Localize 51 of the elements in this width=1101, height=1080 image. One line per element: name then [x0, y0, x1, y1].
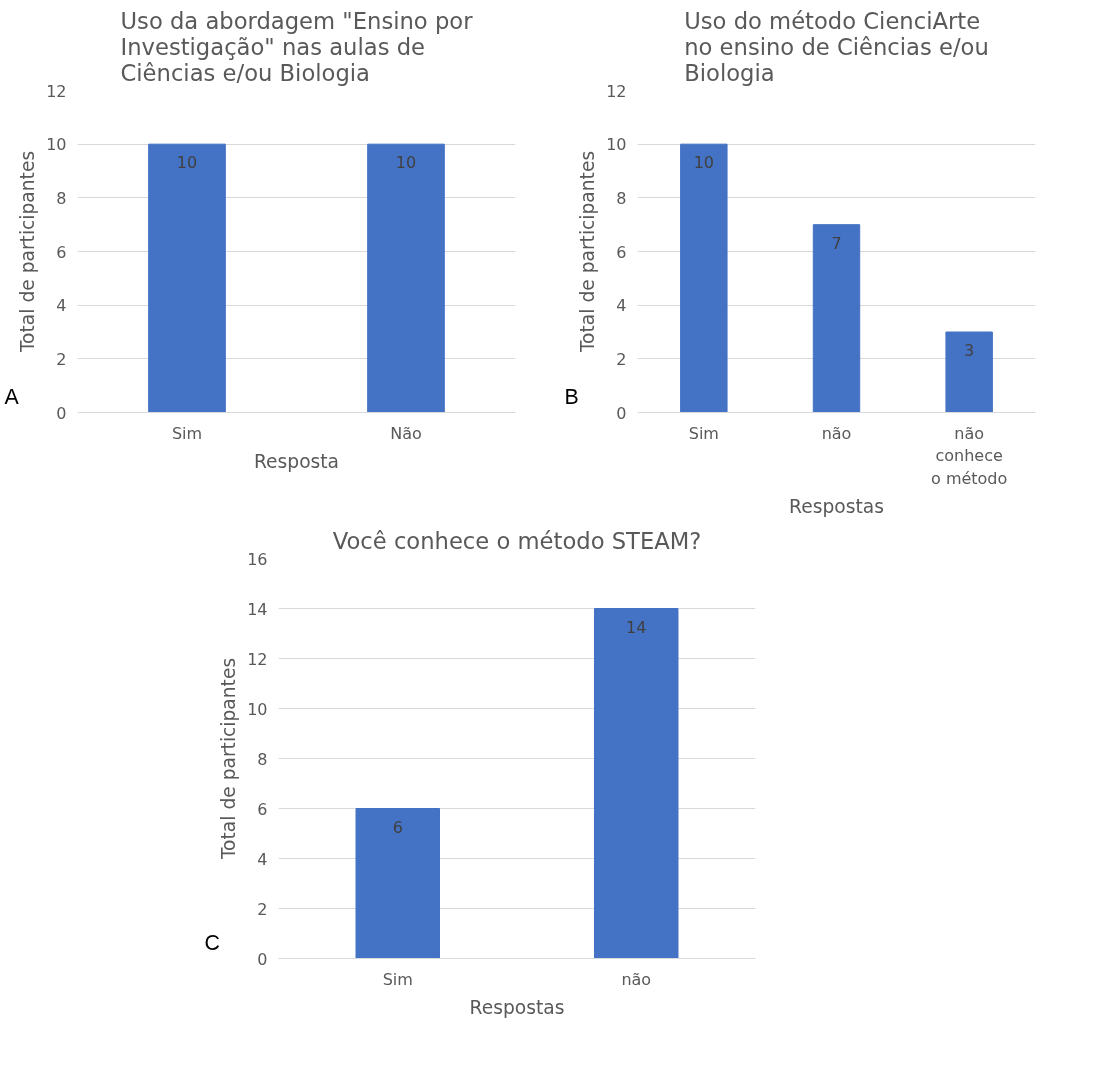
y-tick-label: 8 — [56, 188, 67, 208]
y-tick-label: 8 — [257, 749, 268, 769]
y-tick-label: 12 — [247, 649, 268, 669]
y-tick-label: 10 — [247, 699, 268, 719]
bar — [945, 331, 993, 413]
y-tick-label: 2 — [257, 899, 268, 919]
y-tick-label: 16 — [247, 549, 268, 569]
y-tick-label: 12 — [606, 81, 627, 101]
data-label: 3 — [964, 341, 975, 360]
y-tick-label: 4 — [257, 849, 268, 869]
y-tick-label: 14 — [247, 599, 268, 619]
data-label: 10 — [693, 153, 715, 173]
x-axis-title: Resposta — [253, 450, 340, 472]
x-tick-label: não conhece o método — [931, 423, 1008, 489]
x-tick-label: Não — [390, 423, 422, 443]
y-tick-label: 0 — [257, 949, 268, 969]
text: B — [564, 384, 579, 409]
y-tick-label: 12 — [46, 81, 67, 101]
y-tick-label: 2 — [616, 349, 627, 369]
y-axis-title: Total de participantes — [577, 150, 599, 354]
text: C — [204, 930, 220, 955]
y-tick-label: 8 — [616, 188, 627, 208]
y-tick-label: 6 — [257, 799, 268, 819]
y-tick-label: 6 — [56, 242, 67, 262]
y-tick-label: 0 — [56, 403, 67, 423]
y-tick-label: 4 — [56, 296, 67, 316]
y-tick-label: 10 — [606, 135, 627, 155]
y-tick-label: 0 — [616, 403, 627, 423]
x-tick-label: Sim — [382, 969, 413, 989]
bar — [680, 143, 728, 413]
y-tick-label: 6 — [616, 242, 627, 262]
x-axis-title: Respostas — [469, 996, 565, 1018]
bar — [812, 224, 861, 413]
data-label: 6 — [392, 817, 403, 837]
x-axis-title: Respostas — [789, 496, 884, 518]
x-tick-label: Sim — [171, 423, 203, 443]
x-tick-label: não — [821, 423, 852, 443]
y-tick-label: 4 — [616, 296, 627, 316]
x-tick-label: não — [621, 969, 652, 989]
data-label: 10 — [395, 153, 417, 173]
chart-title: Você conhece o método STEAM? — [332, 527, 702, 554]
x-tick-label: Sim — [688, 423, 719, 443]
data-label: 10 — [176, 153, 198, 173]
y-tick-label: 2 — [56, 349, 67, 369]
chart-title: Uso do método CienciArte no ensino de Ciências e/ou Biologia — [684, 7, 989, 86]
text: A — [4, 384, 20, 409]
y-tick-label: 10 — [46, 135, 67, 155]
data-label: 7 — [831, 233, 842, 253]
y-axis-title: Total de participantes — [17, 150, 39, 354]
y-axis-title: Total de participantes — [218, 657, 240, 861]
chart-title: Uso da abordagem "Ensino por Investigação" nas aulas de Ciências e/ou Biologia — [120, 7, 474, 86]
